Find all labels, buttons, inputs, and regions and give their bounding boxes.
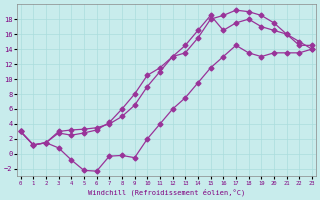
X-axis label: Windchill (Refroidissement éolien,°C): Windchill (Refroidissement éolien,°C) (88, 188, 245, 196)
